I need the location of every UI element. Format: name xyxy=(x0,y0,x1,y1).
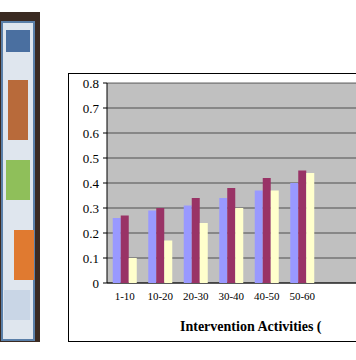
y-tick xyxy=(103,283,107,284)
grid-line xyxy=(107,183,356,184)
bar xyxy=(227,188,235,283)
y-tick-label: 0.2 xyxy=(83,226,99,241)
bar xyxy=(113,218,121,283)
photo-figure xyxy=(8,80,28,140)
bar xyxy=(235,208,243,283)
x-tick-label: 1-10 xyxy=(115,290,136,302)
y-tick xyxy=(103,83,107,84)
x-tick-label: 40-50 xyxy=(254,290,280,302)
bar xyxy=(200,223,208,283)
x-tick-label: 20-30 xyxy=(183,290,209,302)
bar xyxy=(129,258,137,283)
y-tick-label: 0.6 xyxy=(83,126,100,141)
bar xyxy=(148,211,156,284)
y-tick xyxy=(103,183,107,184)
y-axis xyxy=(107,83,108,283)
bar xyxy=(306,173,314,283)
photo-panel xyxy=(4,290,30,320)
bar xyxy=(290,183,298,283)
bar xyxy=(192,198,200,283)
x-tick-label: 30-40 xyxy=(218,290,244,302)
y-tick xyxy=(103,158,107,159)
photo-panel xyxy=(6,160,30,200)
bars xyxy=(113,171,315,284)
y-tick-label: 0.3 xyxy=(83,201,99,216)
grid-line xyxy=(107,158,356,159)
grid-line xyxy=(107,133,356,134)
bar xyxy=(263,178,271,283)
photo xyxy=(0,12,40,342)
y-tick-label: 0.7 xyxy=(83,101,100,116)
bar xyxy=(184,206,192,284)
grid-line xyxy=(107,83,356,84)
y-tick-label: 0.5 xyxy=(83,151,99,166)
photo-bg xyxy=(0,12,40,342)
y-tick-label: 0.8 xyxy=(83,76,99,91)
bar xyxy=(271,191,279,284)
bar xyxy=(255,191,263,284)
bar xyxy=(219,198,227,283)
y-tick xyxy=(103,233,107,234)
y-tick xyxy=(103,108,107,109)
x-tick-label: 50-60 xyxy=(289,290,315,302)
grid-line xyxy=(107,108,356,109)
x-tick-label: 10-20 xyxy=(147,290,173,302)
chart-root: 0 0.1 0.2 0.3 0.4 0.5 0.6 0.7 0.8 1-10 10-20 20-30 3… xyxy=(0,0,356,360)
y-tick xyxy=(103,258,107,259)
photo-panel xyxy=(14,230,34,280)
bar xyxy=(298,171,306,284)
plot-area xyxy=(107,83,356,283)
y-tick xyxy=(103,133,107,134)
y-tick-label: 0 xyxy=(93,276,100,291)
x-axis-title: Intervention Activities ( xyxy=(180,319,322,335)
y-tick-label: 0.4 xyxy=(83,176,100,191)
y-tick xyxy=(103,208,107,209)
bar xyxy=(121,216,129,284)
bar xyxy=(164,241,172,284)
y-tick-label: 0.1 xyxy=(83,251,99,266)
photo-box xyxy=(2,22,34,340)
bar xyxy=(156,208,164,283)
photo-panel xyxy=(6,30,30,52)
